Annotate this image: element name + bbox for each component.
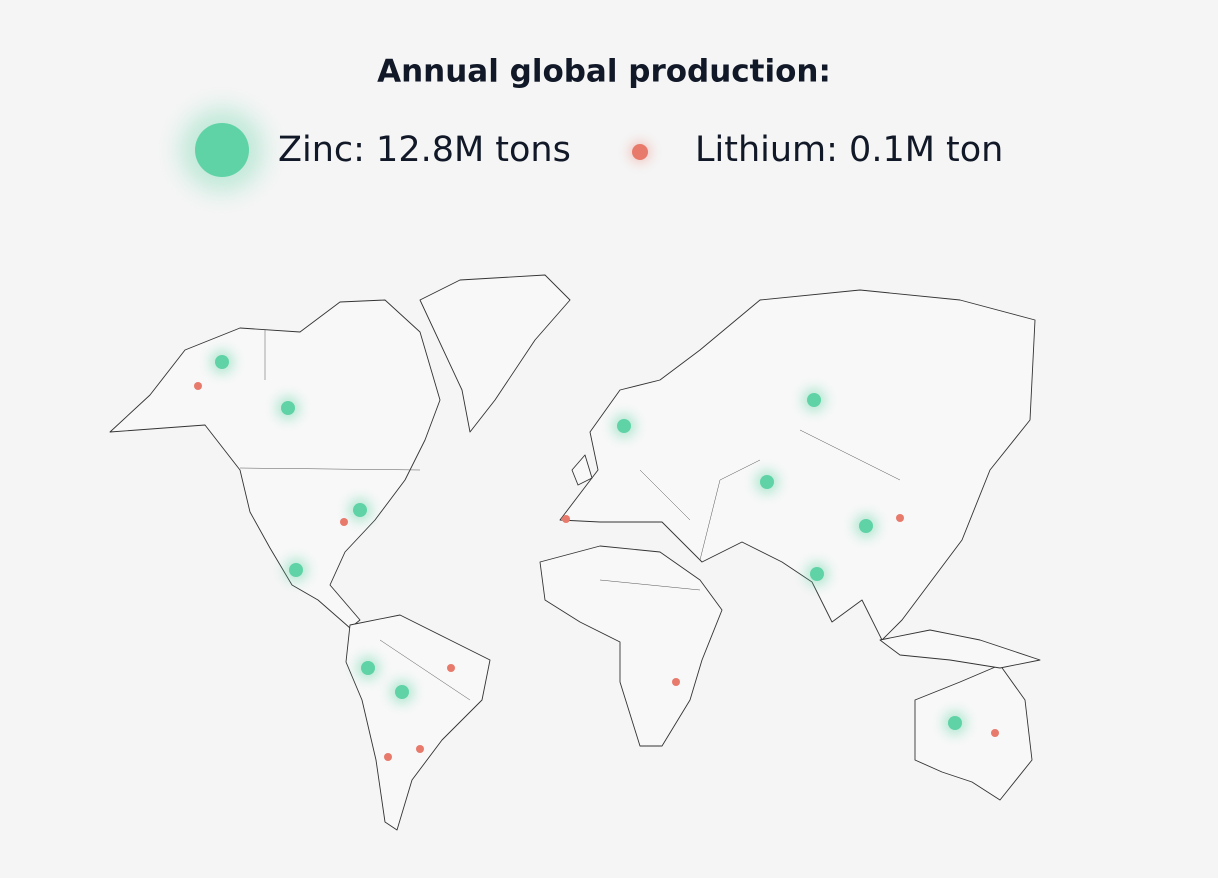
zinc-site — [617, 419, 631, 433]
zinc-site — [810, 567, 824, 581]
islands — [571, 454, 1041, 669]
zinc-site — [395, 685, 409, 699]
zinc-site — [859, 519, 873, 533]
lithium-site — [447, 664, 455, 672]
borders — [239, 330, 901, 701]
title: Annual global production: — [377, 54, 831, 90]
zinc-site — [353, 503, 367, 517]
eurasia — [559, 289, 1036, 641]
south-america — [345, 614, 491, 831]
lithium-site — [340, 518, 348, 526]
lithium-site — [416, 745, 424, 753]
zinc-site — [948, 716, 962, 730]
zinc-site — [760, 475, 774, 489]
legend-label: Zinc: 12.8M tons — [278, 130, 571, 170]
zinc-site — [807, 393, 821, 407]
lithium-site — [672, 678, 680, 686]
zinc-site — [361, 661, 375, 675]
greenland — [419, 274, 571, 433]
legend: Zinc: 12.8M tons Lithium: 0.1M ton — [180, 108, 1003, 192]
lithium-site — [384, 753, 392, 761]
australia — [914, 664, 1033, 801]
legend-lithium-marker — [632, 144, 648, 160]
legend-zinc-marker — [195, 123, 249, 177]
world-map — [109, 274, 1041, 831]
lithium-site — [194, 382, 202, 390]
lithium-sites — [194, 382, 999, 761]
zinc-site — [281, 401, 295, 415]
zinc-sites — [210, 350, 967, 735]
lithium-site — [991, 729, 999, 737]
zinc-site — [289, 563, 303, 577]
lithium-site — [562, 515, 570, 523]
north-america — [109, 299, 441, 629]
lithium-site — [896, 514, 904, 522]
zinc-site — [215, 355, 229, 369]
africa — [539, 545, 723, 747]
legend-label: Lithium: 0.1M ton — [695, 130, 1003, 170]
